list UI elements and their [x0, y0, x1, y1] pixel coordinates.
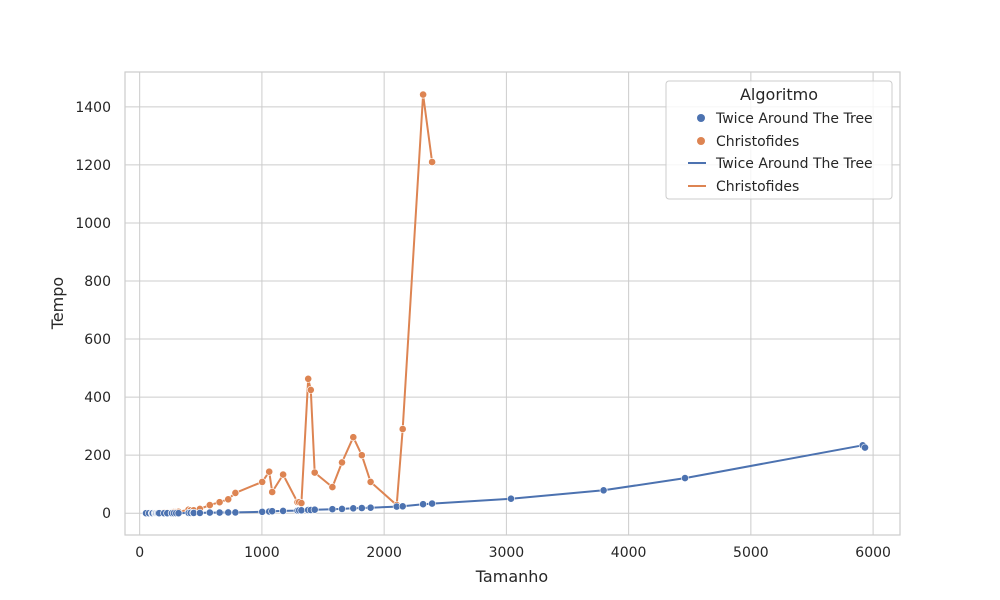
data-point-christofides — [349, 433, 358, 442]
y-tick-label: 600 — [84, 332, 111, 348]
x-tick-label: 6000 — [855, 545, 891, 561]
x-tick-label: 2000 — [366, 545, 402, 561]
legend-label-line-twice: Twice Around The Tree — [715, 156, 873, 172]
data-point-christofides — [265, 467, 274, 476]
y-tick-label: 200 — [84, 448, 111, 464]
y-tick-label: 1400 — [75, 100, 111, 116]
data-point-twice — [279, 506, 287, 515]
data-point-christofides — [215, 498, 224, 507]
x-tick-label: 1000 — [244, 545, 280, 561]
y-axis-label: Tempo — [48, 277, 67, 330]
data-point-christofides — [419, 90, 427, 99]
data-point-christofides — [268, 488, 277, 496]
data-point-twice — [338, 504, 346, 513]
data-point-christofides — [304, 374, 313, 383]
data-point-twice — [366, 503, 375, 512]
data-point-twice — [398, 502, 407, 511]
legend-frame — [665, 80, 893, 200]
data-point-christofides — [357, 451, 366, 460]
x-tick-labels: 0 1000 2000 3000 4000 5000 6000 — [135, 545, 891, 561]
y-tick-label: 800 — [84, 274, 111, 290]
data-point-twice — [861, 443, 869, 452]
data-point-christofides — [366, 477, 375, 486]
legend-label-marker-twice: Twice Around The Tree — [715, 111, 873, 127]
legend-label-marker-christofides: Christofides — [716, 134, 799, 150]
data-point-twice — [310, 505, 319, 514]
data-point-twice — [174, 509, 183, 518]
x-tick-label: 5000 — [733, 545, 769, 561]
data-point-twice — [224, 508, 233, 517]
x-tick-label: 0 — [135, 545, 144, 561]
data-point-twice — [231, 508, 240, 517]
legend-marker-christofides — [697, 137, 705, 145]
data-point-christofides — [231, 488, 240, 497]
data-point-christofides — [328, 483, 337, 491]
data-point-twice — [419, 500, 427, 509]
data-point-christofides — [306, 385, 315, 394]
data-point-twice — [681, 474, 689, 482]
y-tick-label: 0 — [102, 506, 111, 522]
data-point-christofides — [428, 158, 436, 166]
data-point-twice — [507, 494, 515, 503]
data-point-twice — [357, 504, 366, 512]
data-point-twice — [328, 505, 337, 514]
data-point-twice — [195, 509, 204, 517]
data-point-twice — [258, 507, 267, 516]
data-point-christofides — [338, 458, 346, 467]
data-point-twice — [428, 499, 436, 508]
legend-marker-twice — [697, 114, 705, 122]
x-axis-label: Tamanho — [475, 567, 548, 586]
data-point-christofides — [297, 499, 306, 507]
data-point-christofides — [224, 495, 233, 504]
x-tick-label: 4000 — [611, 545, 647, 561]
y-tick-label: 1200 — [75, 158, 111, 174]
y-tick-label: 1000 — [75, 216, 111, 232]
data-point-twice — [215, 508, 224, 517]
data-point-christofides — [205, 501, 214, 509]
data-point-twice — [297, 506, 306, 515]
legend-title: Algoritmo — [740, 85, 818, 104]
data-point-twice — [268, 507, 277, 516]
data-point-twice — [205, 508, 214, 517]
y-tick-label: 400 — [84, 390, 111, 406]
data-point-christofides — [279, 470, 287, 479]
data-point-christofides — [310, 468, 319, 477]
legend: Algoritmo Twice Around The Tree Christof… — [665, 80, 893, 200]
data-point-twice — [599, 486, 608, 495]
series-points — [142, 90, 869, 518]
y-tick-labels: 0 200 400 600 800 1000 1200 1400 — [75, 100, 111, 522]
x-tick-label: 3000 — [489, 545, 525, 561]
plot-frame — [124, 71, 901, 536]
data-point-christofides — [398, 425, 407, 433]
legend-label-line-christofides: Christofides — [716, 179, 799, 195]
data-point-christofides — [258, 477, 267, 486]
data-point-twice — [349, 504, 358, 513]
